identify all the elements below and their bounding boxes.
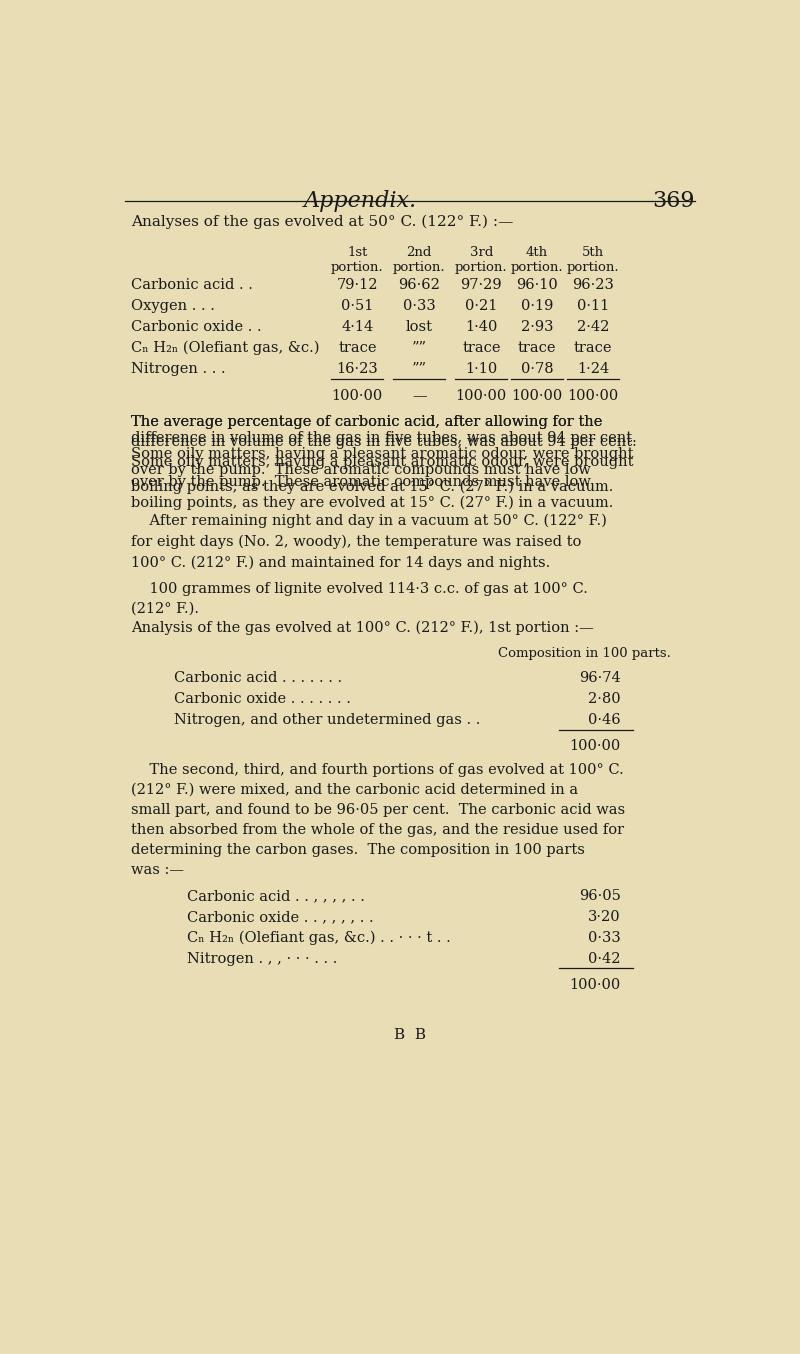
Text: The average percentage of carbonic acid, after allowing for the
difference in vo: The average percentage of carbonic acid,… — [131, 414, 637, 494]
Text: Appendix.: Appendix. — [304, 190, 417, 211]
Text: Analyses of the gas evolved at 50° C. (122° F.) :—: Analyses of the gas evolved at 50° C. (1… — [131, 215, 514, 229]
Text: 0·33: 0·33 — [588, 930, 621, 945]
Text: 100·00: 100·00 — [570, 978, 621, 991]
Text: ””: ”” — [412, 341, 427, 355]
Text: Carbonic oxide . . , , , , . .: Carbonic oxide . . , , , , . . — [187, 910, 374, 923]
Text: Analysis of the gas evolved at 100° C. (212° F.), 1st portion :—: Analysis of the gas evolved at 100° C. (… — [131, 620, 594, 635]
Text: 0·42: 0·42 — [588, 952, 621, 965]
Text: Carbonic oxide . . . . . . .: Carbonic oxide . . . . . . . — [174, 692, 351, 705]
Text: 100 grammes of lignite evolved 114·3 c.c. of gas at 100° C.
(212° F.).: 100 grammes of lignite evolved 114·3 c.c… — [131, 582, 588, 616]
Text: 2·42: 2·42 — [577, 320, 609, 334]
Text: 16·23: 16·23 — [337, 362, 378, 375]
Text: trace: trace — [518, 341, 556, 355]
Text: B  B: B B — [394, 1028, 426, 1041]
Text: 369: 369 — [653, 190, 695, 211]
Text: 1·24: 1·24 — [577, 362, 609, 375]
Text: trace: trace — [462, 341, 501, 355]
Text: 0·19: 0·19 — [521, 299, 554, 313]
Text: 96·62: 96·62 — [398, 278, 440, 292]
Text: 100·00: 100·00 — [567, 389, 618, 402]
Text: lost: lost — [406, 320, 433, 334]
Text: 1·40: 1·40 — [465, 320, 498, 334]
Text: 3·20: 3·20 — [588, 910, 621, 923]
Text: 0·21: 0·21 — [465, 299, 498, 313]
Text: 96·23: 96·23 — [572, 278, 614, 292]
Text: The second, third, and fourth portions of gas evolved at 100° C.
(212° F.) were : The second, third, and fourth portions o… — [131, 764, 625, 877]
Text: 0·51: 0·51 — [341, 299, 374, 313]
Text: Carbonic oxide . .: Carbonic oxide . . — [131, 320, 262, 334]
Text: Composition in 100 parts.: Composition in 100 parts. — [498, 647, 670, 661]
Text: 0·33: 0·33 — [403, 299, 436, 313]
Text: 4·14: 4·14 — [341, 320, 374, 334]
Text: Carbonic acid . . , , , , . .: Carbonic acid . . , , , , . . — [187, 890, 365, 903]
Text: Nitrogen . . .: Nitrogen . . . — [131, 362, 226, 375]
Text: Nitrogen . , , · · · . . .: Nitrogen . , , · · · . . . — [187, 952, 337, 965]
Text: Carbonic acid . . . . . . .: Carbonic acid . . . . . . . — [174, 672, 342, 685]
Text: trace: trace — [574, 341, 612, 355]
Text: 97·29: 97·29 — [461, 278, 502, 292]
Text: 5th
portion.: 5th portion. — [566, 246, 619, 274]
Text: —: — — [412, 389, 426, 402]
Text: 96·05: 96·05 — [579, 890, 621, 903]
Text: 3rd
portion.: 3rd portion. — [455, 246, 508, 274]
Text: 0·78: 0·78 — [521, 362, 554, 375]
Text: 1st
portion.: 1st portion. — [331, 246, 384, 274]
Text: 4th
portion.: 4th portion. — [510, 246, 563, 274]
Text: 0·11: 0·11 — [577, 299, 609, 313]
Text: 2·93: 2·93 — [521, 320, 554, 334]
Text: The average percentage of carbonic acid, after allowing for the
difference in vo: The average percentage of carbonic acid,… — [131, 414, 637, 509]
Text: 100·00: 100·00 — [570, 739, 621, 753]
Text: Oxygen . . .: Oxygen . . . — [131, 299, 215, 313]
Text: 96·74: 96·74 — [579, 672, 621, 685]
Text: After remaining night and day in a vacuum at 50° C. (122° F.)
for eight days (No: After remaining night and day in a vacuu… — [131, 513, 607, 570]
Text: trace: trace — [338, 341, 377, 355]
Text: 96·10: 96·10 — [516, 278, 558, 292]
Text: ””: ”” — [412, 362, 427, 375]
Text: 100·00: 100·00 — [511, 389, 562, 402]
Text: 2·80: 2·80 — [588, 692, 621, 705]
Text: Cₙ H₂ₙ (Olefiant gas, &c.) . . · · · t . .: Cₙ H₂ₙ (Olefiant gas, &c.) . . · · · t .… — [187, 930, 450, 945]
Text: Carbonic acid . .: Carbonic acid . . — [131, 278, 253, 292]
Text: 0·46: 0·46 — [588, 714, 621, 727]
Text: 100·00: 100·00 — [332, 389, 383, 402]
Text: 1·10: 1·10 — [465, 362, 498, 375]
Text: 100·00: 100·00 — [456, 389, 507, 402]
Text: 2nd
portion.: 2nd portion. — [393, 246, 446, 274]
Text: Cₙ H₂ₙ (Olefiant gas, &c.): Cₙ H₂ₙ (Olefiant gas, &c.) — [131, 341, 319, 355]
Text: Nitrogen, and other undetermined gas . .: Nitrogen, and other undetermined gas . . — [174, 714, 481, 727]
Text: 79·12: 79·12 — [337, 278, 378, 292]
